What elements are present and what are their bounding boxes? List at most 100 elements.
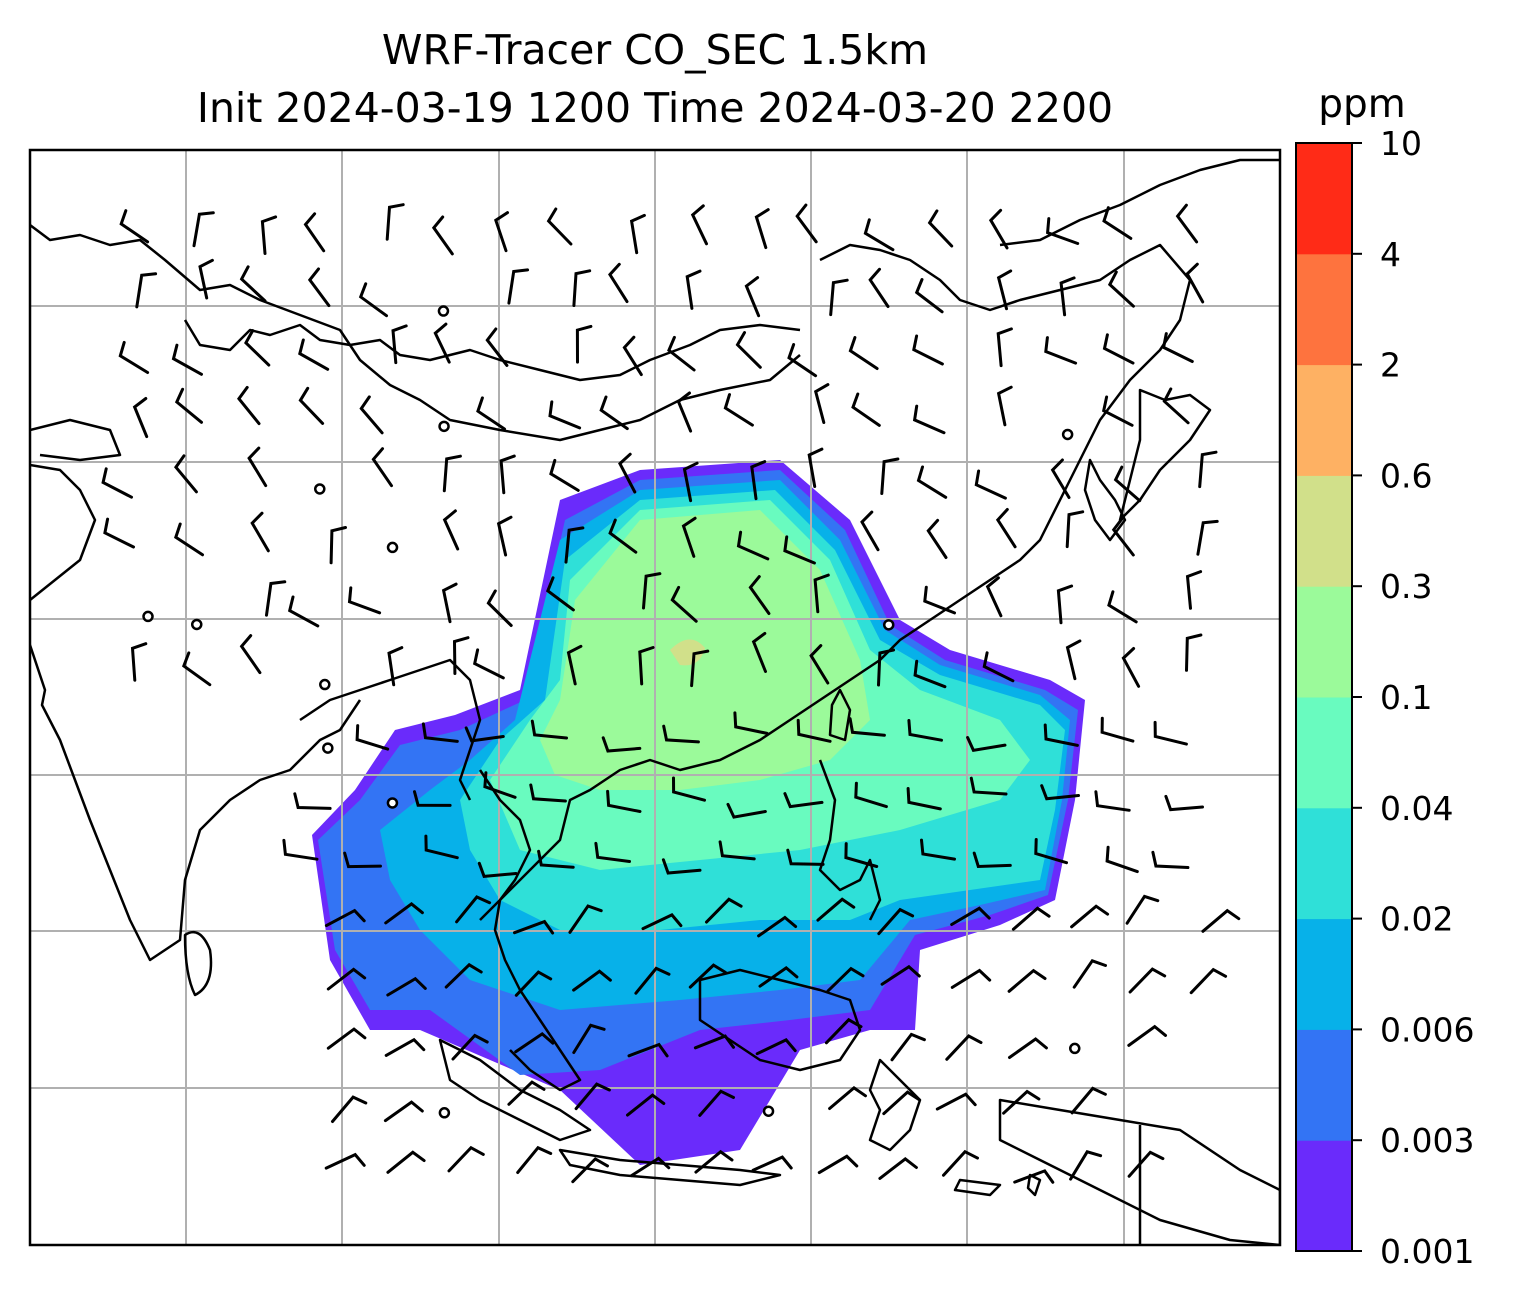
- wind-barb: [912, 334, 944, 366]
- wind-barb: [171, 343, 203, 376]
- wind-barb: [608, 518, 638, 554]
- wind-barb: [626, 1093, 666, 1117]
- wind-barb: [629, 213, 646, 255]
- wind-barb: [329, 526, 347, 565]
- coastline-korea: [1083, 458, 1127, 542]
- coastline-china-south: [479, 618, 931, 921]
- wind-barb: [485, 327, 509, 367]
- wind-barb: [813, 383, 830, 424]
- wind-barb: [421, 722, 459, 743]
- wind-barb: [923, 585, 956, 615]
- chart-subtitle: Init 2024-03-19 1200 Time 2024-03-20 220…: [196, 84, 1114, 132]
- wind-barb: [343, 851, 382, 869]
- calm-wind-circle: [438, 420, 450, 433]
- wind-barb: [530, 719, 568, 740]
- colorbar-segment-1: [1296, 1029, 1352, 1141]
- tracer-fill: [312, 460, 1085, 1165]
- wind-barb: [494, 211, 509, 253]
- wind-barb: [1008, 1037, 1048, 1059]
- wind-barb: [514, 970, 553, 997]
- wind-barb: [387, 646, 404, 687]
- wind-barb: [783, 535, 816, 565]
- wind-barb: [817, 1154, 859, 1175]
- wind-barb: [455, 895, 492, 924]
- wind-barb: [735, 331, 762, 369]
- wind-barb: [1127, 1150, 1165, 1178]
- wind-barb: [514, 1032, 555, 1054]
- wind-barb: [1105, 845, 1139, 874]
- wind-barb: [913, 659, 947, 689]
- wind-barb: [824, 1017, 863, 1045]
- wind-barb: [1044, 336, 1078, 365]
- wind-barb: [287, 595, 320, 628]
- wind-barb: [622, 335, 643, 377]
- coastline-taiwan: [828, 688, 852, 742]
- wind-barb: [690, 649, 710, 688]
- wind-barb: [239, 634, 262, 675]
- wind-barb: [1002, 1089, 1041, 1115]
- colorbar-ticks: 0.001 0.003 0.006 0.02 0.04 0.1 0.3 0.6 2 4 10: [1352, 124, 1474, 1271]
- colorbar-tick-label-0: 0.001: [1380, 1232, 1474, 1271]
- wind-barb: [1013, 1169, 1055, 1184]
- wind-barb: [371, 447, 393, 488]
- wind-barb: [135, 272, 158, 309]
- colorbar-segment-5: [1296, 586, 1352, 698]
- wind-barb: [572, 1023, 606, 1054]
- coastline-japan: [1118, 388, 1212, 522]
- wind-barb: [476, 396, 506, 431]
- wind-barb: [685, 269, 702, 310]
- wind-barb: [851, 392, 881, 427]
- wind-barb: [548, 400, 582, 430]
- wind-barb: [1185, 262, 1205, 304]
- wind-barb: [880, 457, 900, 495]
- colorbar-tick-label-5: 0.1: [1380, 678, 1432, 717]
- wind-barb: [985, 576, 1003, 618]
- wind-barb: [537, 849, 575, 869]
- wind-barb: [606, 789, 642, 813]
- wind-barb: [758, 966, 799, 988]
- wind-barb: [384, 902, 424, 925]
- wind-barb: [796, 718, 832, 743]
- wind-barb: [754, 208, 770, 250]
- wind-barb: [694, 1149, 734, 1174]
- wind-barb: [451, 1033, 489, 1061]
- wind-barb: [355, 724, 390, 751]
- wind-barb: [1162, 387, 1190, 425]
- wind-barb: [878, 1157, 918, 1180]
- coastline-bay-of-bengal: [299, 658, 482, 801]
- wind-barb: [103, 517, 135, 549]
- wind-barb: [575, 324, 593, 364]
- coastline-central-asia: [183, 319, 801, 382]
- wind-barb: [751, 631, 767, 673]
- wind-barb: [331, 1095, 368, 1123]
- map-area: [30, 150, 1280, 1245]
- calm-wind-circle: [322, 742, 334, 754]
- wind-barb: [358, 282, 388, 318]
- wind-barb: [667, 335, 696, 372]
- calm-wind-circle: [762, 1105, 775, 1117]
- wind-barb: [969, 776, 1008, 796]
- wind-barb: [751, 1155, 793, 1172]
- wind-barb: [705, 897, 743, 924]
- wind-barb: [101, 467, 133, 499]
- calm-wind-circle: [1061, 428, 1074, 441]
- wind-barb: [676, 391, 693, 433]
- wind-barb: [950, 968, 992, 989]
- wind-barb: [829, 278, 849, 317]
- calm-wind-circle: [386, 797, 399, 809]
- wind-barb: [282, 838, 319, 861]
- wind-barb: [974, 469, 1007, 500]
- wind-barb: [1069, 1150, 1103, 1181]
- calm-wind-circle: [386, 541, 399, 554]
- calm-wind-circle: [314, 483, 326, 495]
- wind-barb: [260, 215, 278, 255]
- wind-barb: [513, 919, 555, 935]
- wind-barb: [324, 1152, 366, 1170]
- wind-barb: [1175, 203, 1199, 244]
- wind-barb: [549, 458, 580, 492]
- wind-barb: [972, 851, 1012, 869]
- colorbar-segment-8: [1296, 253, 1352, 366]
- wind-barb: [496, 515, 513, 557]
- colorbar-segment-6: [1296, 475, 1352, 587]
- coastline-indochina: [478, 769, 582, 1092]
